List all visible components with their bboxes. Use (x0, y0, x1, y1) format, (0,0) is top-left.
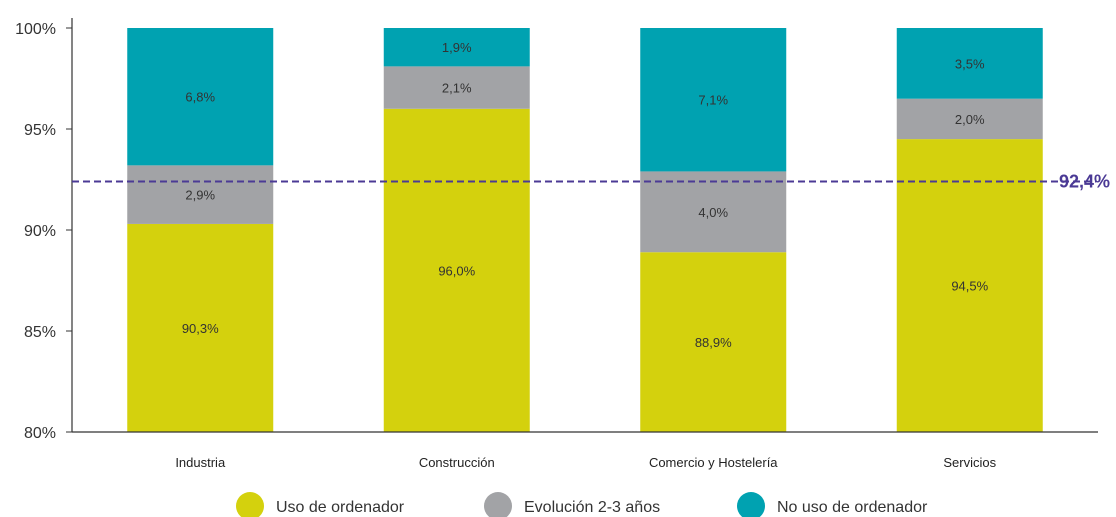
bar-segment-industria-1 (127, 223, 274, 432)
category-label: Servicios (943, 455, 996, 470)
segment-labels-group: 90,3% 2,9% 6,8% 96,0% 2,1% 1,9% 88,9% 4,0% 7,1% 9… (182, 40, 989, 350)
bar-segment-construcci-n-1 (383, 108, 530, 433)
segment-label: 1,9% (442, 40, 472, 55)
category-label: Construcción (419, 455, 495, 470)
segment-label: 2,0% (955, 112, 985, 127)
legend-label: No uso de ordenador (777, 499, 928, 516)
legend: Uso de ordenador Evolución 2-3 años No uso… (236, 492, 928, 517)
segment-label: 3,5% (955, 56, 985, 71)
segment-label: 4,0% (698, 205, 728, 220)
y-tick-label: 90% (24, 223, 56, 240)
y-tick-label: 85% (24, 324, 56, 341)
bar-segment-servicios-2 (896, 98, 1043, 140)
legend-swatch (737, 492, 765, 517)
reference-line-label: 92,4% (1059, 172, 1110, 192)
category-label: Comercio y Hostelería (649, 455, 778, 470)
segment-label: 6,8% (185, 90, 215, 105)
bar-segment-comercio-y-hosteler-a-3 (640, 28, 787, 172)
y-tick-label: 95% (24, 122, 56, 139)
segment-label: 88,9% (695, 335, 732, 350)
bar-segment-industria-3 (127, 28, 274, 166)
segment-label: 7,1% (698, 93, 728, 108)
reference-line-group: 92,4% (72, 172, 1110, 192)
bar-segment-servicios-3 (896, 28, 1043, 99)
segment-label: 94,5% (951, 279, 988, 294)
legend-swatch (236, 492, 264, 517)
axes-group: Industria Construcción Comercio y Hosteler… (15, 18, 1098, 470)
segment-label: 2,9% (185, 188, 215, 203)
bars-group (127, 28, 1043, 433)
bar-segment-comercio-y-hosteler-a-1 (640, 252, 787, 432)
segment-label: 96,0% (438, 263, 475, 278)
bar-segment-comercio-y-hosteler-a-2 (640, 171, 787, 253)
legend-label: Uso de ordenador (276, 499, 405, 516)
bar-segment-industria-2 (127, 165, 274, 224)
category-label: Industria (175, 455, 226, 470)
bar-segment-construcci-n-2 (383, 66, 530, 109)
legend-swatch (484, 492, 512, 517)
bar-segment-construcci-n-3 (383, 28, 530, 67)
y-tick-label: 80% (24, 425, 56, 442)
segment-label: 2,1% (442, 81, 472, 96)
segment-label: 90,3% (182, 321, 219, 336)
bar-segment-servicios-1 (896, 139, 1043, 432)
legend-label: Evolución 2-3 años (524, 499, 660, 516)
y-tick-label: 100% (15, 21, 56, 38)
